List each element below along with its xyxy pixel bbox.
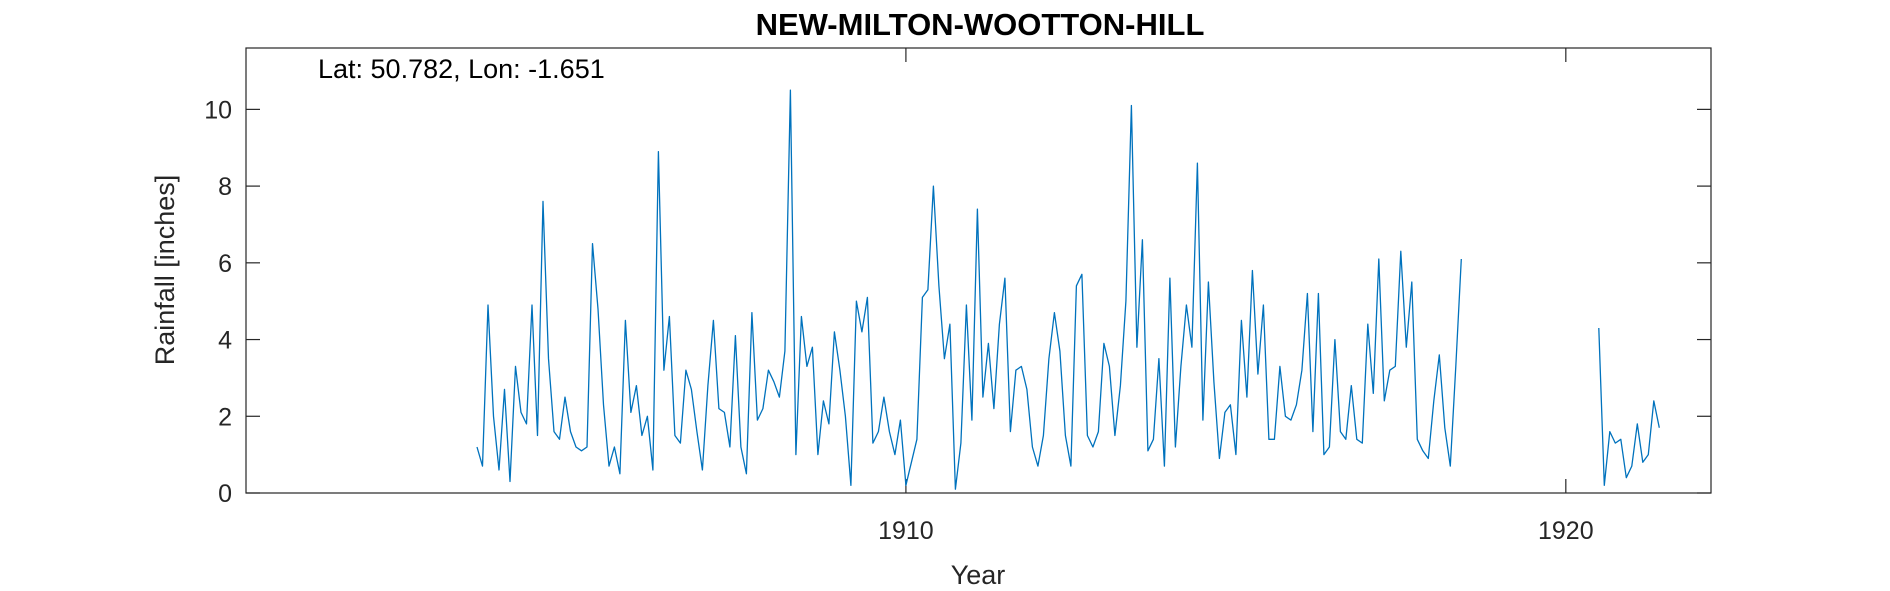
tick-labels: 0 2 4 6 8 10 1910 1920 <box>204 96 1593 545</box>
x-tick-label-1910: 1910 <box>878 517 934 545</box>
rainfall-series-line-segment-1 <box>476 89 1462 490</box>
x-axis-label: Year <box>951 560 1006 590</box>
y-tick-label-10: 10 <box>204 96 232 124</box>
location-annotation: Lat: 50.782, Lon: -1.651 <box>318 54 605 84</box>
y-tick-label-0: 0 <box>218 480 232 508</box>
y-tick-label-8: 8 <box>218 173 232 201</box>
y-tick-label-6: 6 <box>218 250 232 278</box>
y-axis-label: Rainfall [inches] <box>150 175 180 366</box>
y-tick-label-2: 2 <box>218 403 232 431</box>
chart-title: NEW-MILTON-WOOTTON-HILL <box>756 7 1205 42</box>
y-tick-label-4: 4 <box>218 327 232 355</box>
plot-lines <box>476 89 1660 490</box>
rainfall-series-line-segment-2 <box>1598 327 1660 486</box>
axes-box <box>245 47 1712 494</box>
axis-ticks <box>246 48 1711 494</box>
x-tick-label-1920: 1920 <box>1538 517 1594 545</box>
